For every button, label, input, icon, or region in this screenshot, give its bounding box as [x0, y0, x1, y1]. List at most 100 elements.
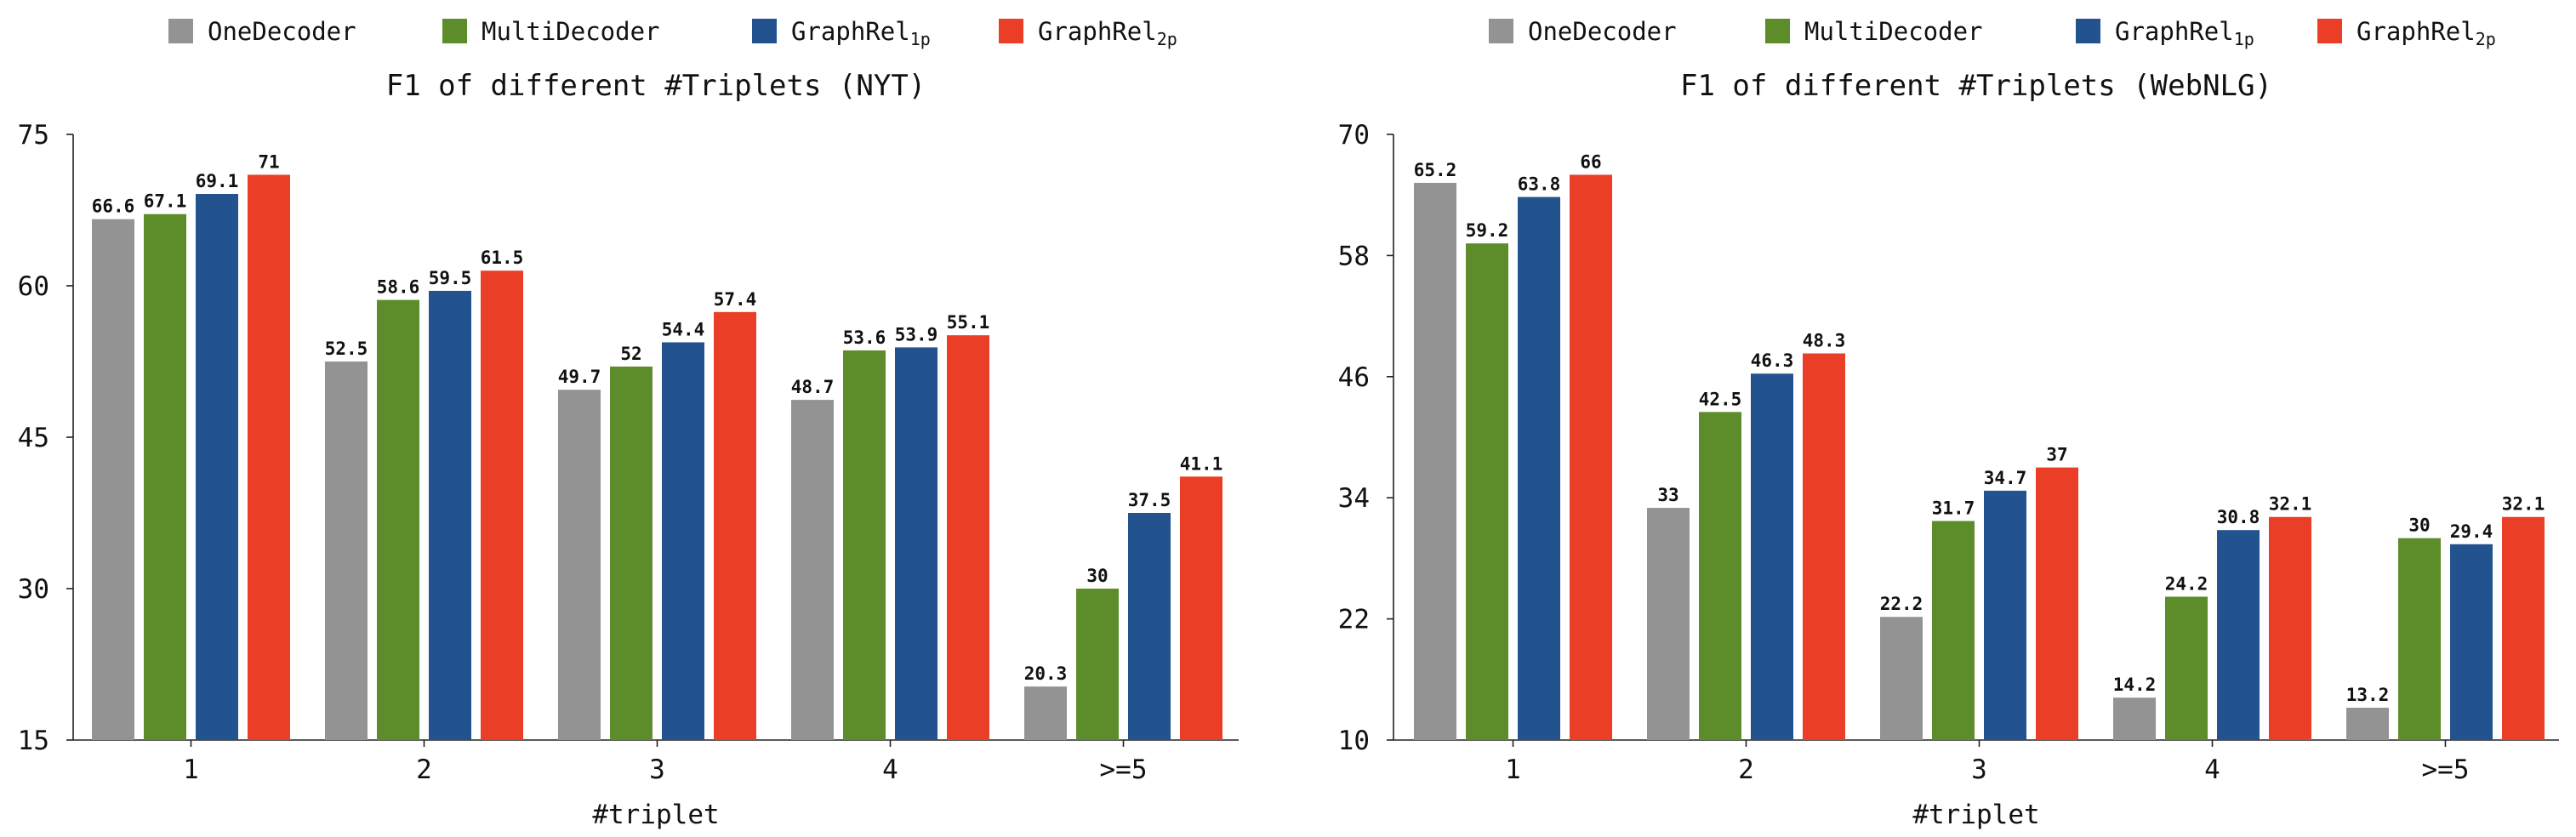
- legend-entry-onedecoder: OneDecoder: [1489, 17, 1677, 46]
- y-tick-label: 75: [18, 120, 49, 151]
- x-tick-label: 4: [882, 754, 898, 785]
- data-label: 66: [1580, 151, 1601, 172]
- x-tick-label: 1: [1505, 754, 1521, 785]
- y-tick-label: 58: [1338, 241, 1370, 271]
- bar-onedecoder: [325, 362, 368, 740]
- chart-webnlg: OneDecoder MultiDecoder GraphRel1p GraphRel…: [1338, 17, 2559, 830]
- bar-onedecoder: [791, 400, 834, 740]
- bar-multidecoder: [377, 299, 419, 740]
- bar-graphrel2p: [1180, 476, 1222, 740]
- data-label: 69.1: [196, 171, 239, 191]
- data-label: 32.1: [2269, 494, 2312, 515]
- data-label: 48.3: [1803, 331, 1846, 351]
- legend-swatch: [1765, 19, 1790, 43]
- legend-swatch: [2317, 19, 2342, 43]
- bar-graphrel1p: [1128, 513, 1171, 740]
- legend-entry-multidecoder: MultiDecoder: [1765, 17, 1983, 46]
- bar-multidecoder: [1699, 412, 1741, 740]
- legend-entry-graphrel1p: GraphRel1p: [2076, 17, 2254, 49]
- data-label: 41.1: [1180, 453, 1223, 474]
- data-label: 59.5: [429, 268, 472, 288]
- bar-graphrel2p: [1803, 353, 1845, 740]
- legend-label: GraphRel2p: [2357, 17, 2496, 49]
- data-label: 31.7: [1932, 498, 1975, 518]
- bar-graphrel1p: [2217, 530, 2260, 740]
- y-tick-label: 46: [1338, 362, 1370, 393]
- data-label: 48.7: [791, 377, 835, 397]
- legend-label: GraphRel1p: [2115, 17, 2254, 49]
- legend-label: MultiDecoder: [1804, 17, 1983, 46]
- legend-label-subscript: 2p: [1157, 29, 1177, 49]
- y-tick-label: 34: [1338, 483, 1370, 514]
- data-label: 57.4: [714, 289, 757, 310]
- data-label: 34.7: [1984, 468, 2027, 488]
- y-tick-label: 10: [1338, 726, 1370, 756]
- bar-onedecoder: [558, 390, 601, 740]
- data-label: 13.2: [2346, 685, 2390, 705]
- bar-graphrel2p: [2269, 516, 2311, 740]
- bar-graphrel2p: [481, 270, 523, 740]
- x-tick-label: >=5: [1100, 754, 1148, 785]
- x-tick-label: 4: [2204, 754, 2220, 785]
- legend-label: GraphRel2p: [1038, 17, 1177, 49]
- bar-graphrel1p: [662, 342, 704, 740]
- bar-onedecoder: [2113, 698, 2156, 740]
- chart-title: F1 of different #Triplets (NYT): [386, 69, 926, 103]
- data-label: 24.2: [2165, 573, 2208, 594]
- bar-graphrel2p: [2036, 467, 2078, 740]
- y-tick-label: 22: [1338, 605, 1370, 635]
- bar-onedecoder: [2346, 708, 2389, 740]
- bar-graphrel1p: [2450, 544, 2493, 740]
- chart-nyt: OneDecoder MultiDecoder GraphRel1p GraphRel…: [18, 17, 1239, 830]
- data-label: 29.4: [2450, 521, 2493, 542]
- bar-multidecoder: [1932, 521, 1975, 740]
- x-axis-label: #triplet: [592, 800, 719, 830]
- bar-onedecoder: [1880, 617, 1923, 740]
- bar-graphrel1p: [429, 290, 471, 740]
- data-label: 37: [2046, 445, 2067, 465]
- data-label: 58.6: [377, 277, 420, 298]
- x-tick-label: 3: [1971, 754, 1987, 785]
- bar-multidecoder: [610, 366, 653, 740]
- legend-label: OneDecoder: [1528, 17, 1677, 46]
- legend-label: GraphRel1p: [791, 17, 931, 49]
- data-label: 71: [258, 151, 279, 172]
- legend-swatch: [999, 19, 1023, 43]
- bar-multidecoder: [1466, 243, 1508, 740]
- legend-entry-graphrel2p: GraphRel2p: [999, 17, 1177, 49]
- data-label: 33: [1657, 485, 1678, 505]
- bar-graphrel1p: [1751, 373, 1793, 740]
- bar-graphrel2p: [248, 174, 290, 740]
- legend-label: MultiDecoder: [482, 17, 660, 46]
- y-tick-label: 30: [18, 574, 49, 605]
- data-label: 53.9: [895, 324, 938, 344]
- legend-swatch: [442, 19, 467, 43]
- legend-label-subscript: 1p: [2234, 29, 2254, 49]
- data-label: 22.2: [1880, 594, 1923, 614]
- data-label: 20.3: [1024, 663, 1068, 684]
- data-label: 53.6: [843, 327, 886, 348]
- legend-entry-graphrel1p: GraphRel1p: [752, 17, 931, 49]
- data-label: 67.1: [144, 191, 187, 212]
- data-label: 54.4: [662, 319, 705, 339]
- bar-graphrel2p: [1570, 174, 1612, 740]
- data-label: 63.8: [1518, 174, 1561, 195]
- x-tick-label: 2: [416, 754, 432, 785]
- data-label: 66.6: [92, 196, 135, 217]
- y-tick-label: 70: [1338, 120, 1370, 151]
- legend-swatch: [752, 19, 777, 43]
- bar-onedecoder: [1414, 182, 1456, 740]
- x-tick-label: 2: [1738, 754, 1754, 785]
- data-label: 61.5: [481, 248, 524, 268]
- data-label: 37.5: [1128, 490, 1171, 510]
- data-label: 52.5: [325, 339, 368, 359]
- x-tick-label: >=5: [2422, 754, 2470, 785]
- legend-entry-multidecoder: MultiDecoder: [442, 17, 660, 46]
- bar-multidecoder: [144, 214, 186, 740]
- x-tick-label: 3: [649, 754, 665, 785]
- bar-onedecoder: [92, 219, 134, 740]
- legend-swatch: [168, 19, 193, 43]
- y-tick-label: 45: [18, 423, 49, 453]
- bar-graphrel1p: [1984, 490, 2026, 740]
